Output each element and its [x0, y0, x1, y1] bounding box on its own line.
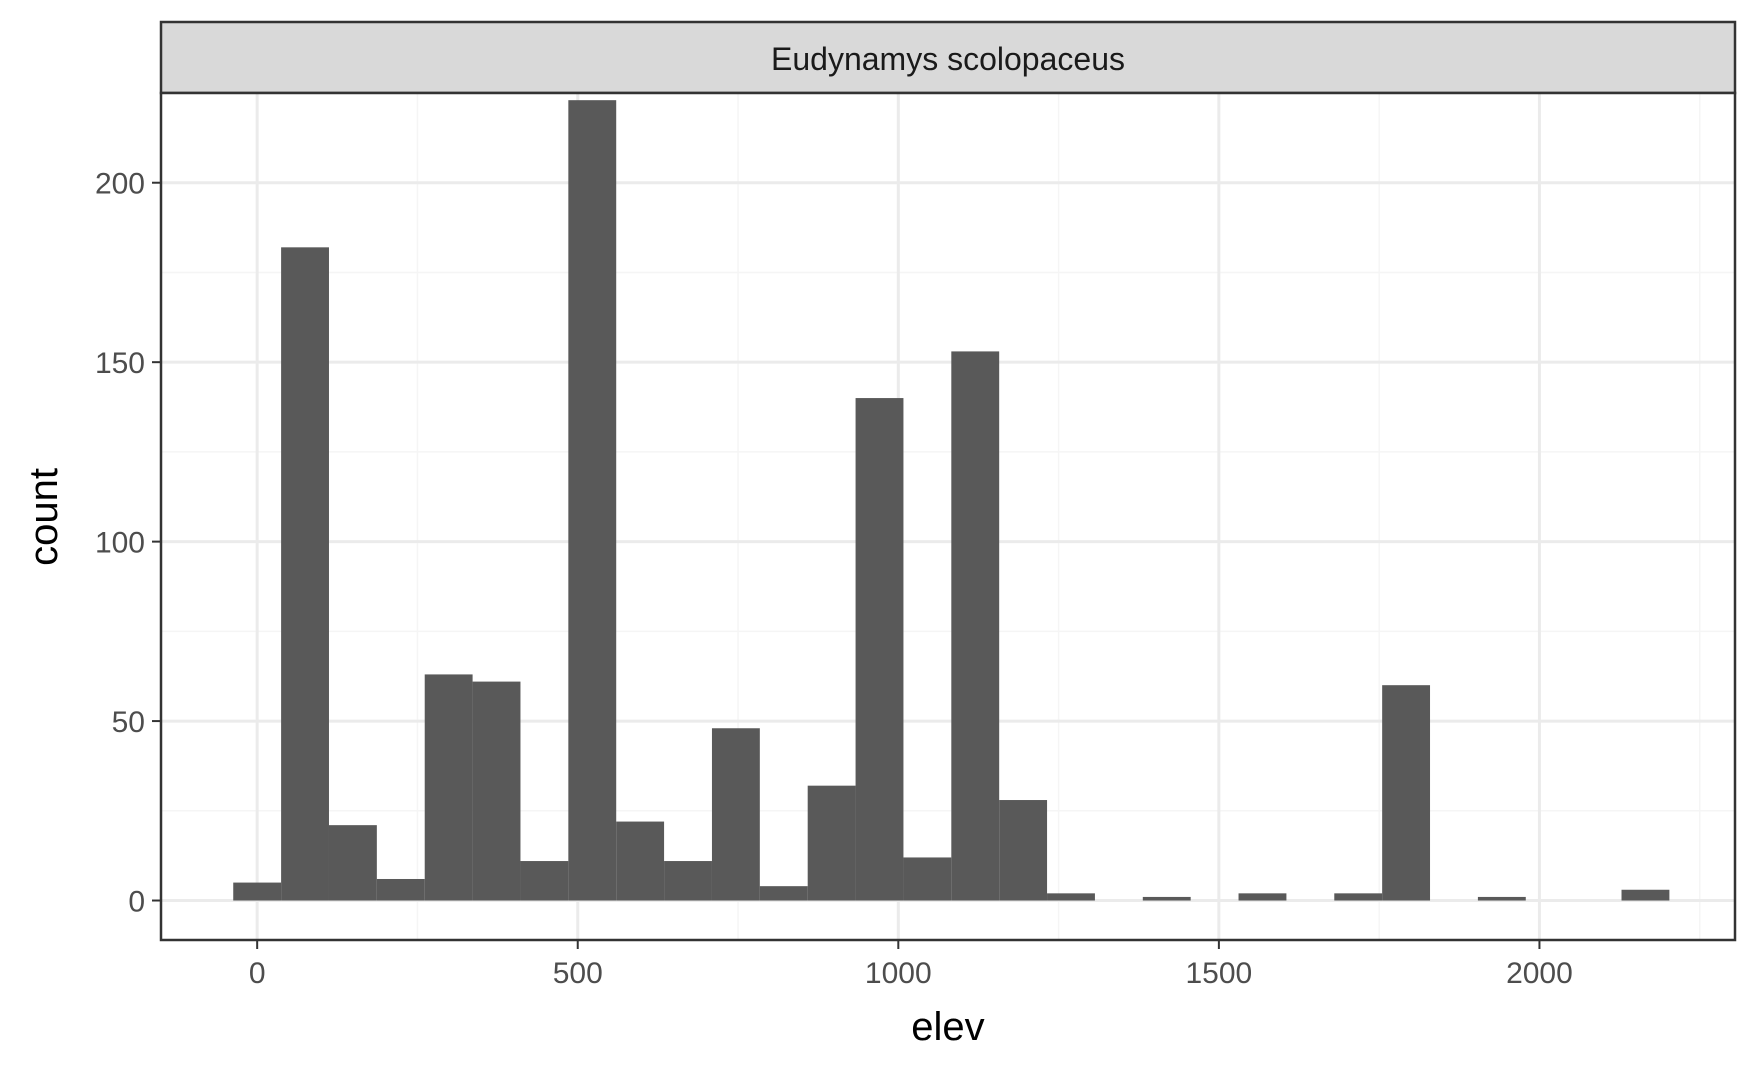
histogram-bar: [424, 674, 473, 901]
histogram-bar: [233, 882, 282, 901]
x-tick-label: 2000: [1506, 957, 1573, 990]
histogram-bar: [759, 886, 808, 901]
histogram-bar: [1477, 896, 1526, 901]
y-tick-label: 100: [95, 527, 145, 560]
x-tick-label: 0: [249, 957, 266, 990]
histogram-bar: [855, 398, 904, 901]
y-axis-title: count: [22, 468, 66, 566]
x-tick-label: 500: [553, 957, 603, 990]
histogram-bar: [1142, 896, 1191, 901]
histogram-bar: [903, 857, 952, 901]
histogram-bar: [281, 247, 329, 901]
x-tick-label: 1000: [865, 957, 932, 990]
facet-strip: [159, 20, 1737, 95]
facet-strip-label: Eudynamys scolopaceus: [771, 41, 1125, 77]
x-tick-label: 1500: [1186, 957, 1253, 990]
histogram-bar: [711, 728, 760, 901]
x-axis-ticks: 0 500 1000 1500 2000: [249, 940, 1573, 990]
y-tick-label: 0: [128, 886, 145, 919]
histogram-bar: [1238, 893, 1287, 901]
histogram-bar: [1334, 893, 1383, 901]
histogram-bar: [1047, 893, 1095, 901]
y-tick-label: 50: [112, 706, 145, 739]
y-tick-label: 200: [95, 168, 145, 201]
histogram-bars: [233, 100, 1670, 901]
histogram-bar: [999, 800, 1048, 901]
histogram-bar: [664, 861, 712, 901]
histogram-bar: [376, 878, 425, 901]
x-axis-title: elev: [911, 1005, 984, 1049]
histogram-bar: [951, 351, 1000, 901]
histogram-bar: [1382, 685, 1431, 901]
plot-panel-border: [159, 91, 1737, 942]
histogram-bar: [568, 100, 617, 901]
histogram-bar: [616, 821, 665, 901]
histogram-bar: [328, 825, 377, 901]
y-tick-label: 150: [95, 347, 145, 380]
histogram-bar: [807, 785, 856, 901]
histogram-bar: [472, 681, 521, 901]
histogram-bar: [520, 861, 569, 901]
histogram-bar: [1621, 889, 1670, 901]
y-axis-ticks: 0 50 100 150 200: [95, 168, 161, 919]
plot-panel-background: [161, 93, 1735, 940]
